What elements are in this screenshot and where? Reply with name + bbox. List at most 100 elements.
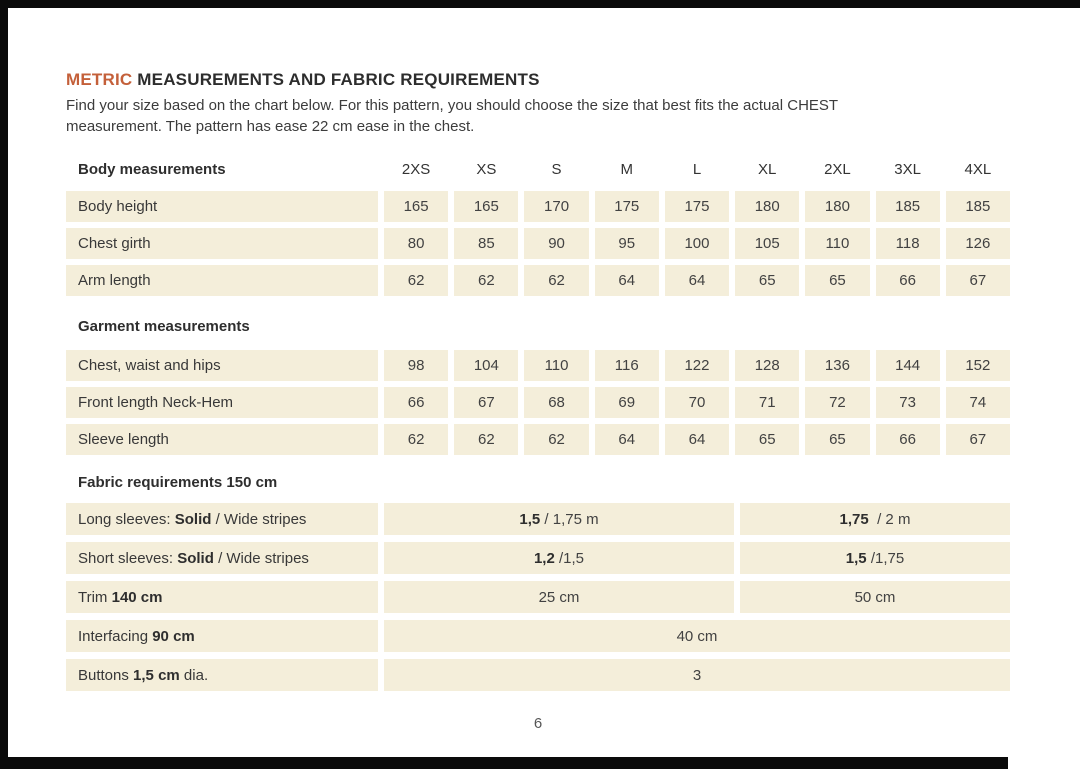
value-cell: 165 — [454, 191, 519, 222]
row-label: Body height — [66, 191, 378, 222]
section-header-body: Body measurements — [78, 160, 226, 178]
value-cell: 65 — [805, 424, 870, 455]
intro-paragraph: Find your size based on the chart below.… — [66, 95, 838, 137]
value-cell: 152 — [945, 350, 1010, 381]
value-cell: 95 — [594, 228, 659, 259]
value-cell: 62 — [454, 424, 519, 455]
table-row: Arm length 62 62 62 64 64 65 65 66 67 — [66, 265, 1010, 296]
intro-line-1: Find your size based on the chart below.… — [66, 97, 839, 114]
value-cell: 110 — [524, 350, 589, 381]
value-cell: 64 — [664, 424, 730, 455]
value-cell: 110 — [805, 228, 870, 259]
value-cell: 62 — [454, 265, 519, 296]
measurements-table: Body measurements 2XS XS S M L XL 2XL 3XL 4XL Bo… — [66, 155, 1010, 698]
value-cell: 170 — [524, 191, 589, 222]
value-cell: 105 — [735, 228, 800, 259]
size-column-header: XL — [758, 160, 777, 178]
value-cell: 66 — [875, 265, 940, 296]
value-cell: 1,2 /1,5 — [384, 542, 734, 574]
value-cell: 185 — [875, 191, 940, 222]
table-row-interfacing: Interfacing 90 cm 40 cm — [66, 620, 1010, 652]
value-cell: 90 — [524, 228, 589, 259]
value-cell: 40 cm — [384, 620, 1010, 652]
value-cell: 50 cm — [740, 581, 1010, 613]
body-measurements-rows: Body height 165 165 170 175 175 180 180 185 185 Ch… — [66, 191, 1010, 296]
page-number: 6 — [533, 715, 543, 732]
value-cell: 116 — [594, 350, 659, 381]
size-column-header: 2XS — [401, 160, 431, 178]
value-cell: 66 — [384, 387, 449, 418]
row-label: Trim 140 cm — [66, 581, 378, 613]
value-cell: 180 — [735, 191, 800, 222]
value-cell: 1,5 / 1,75 m — [384, 503, 734, 535]
value-cell: 72 — [805, 387, 870, 418]
value-cell: 70 — [664, 387, 730, 418]
value-cell: 64 — [594, 424, 659, 455]
value-cell: 104 — [454, 350, 519, 381]
value-cell: 62 — [384, 265, 449, 296]
value-cell: 136 — [805, 350, 870, 381]
value-cell: 80 — [384, 228, 449, 259]
value-cell: 25 cm — [384, 581, 734, 613]
value-cell: 71 — [735, 387, 800, 418]
size-column-header: 2XL — [824, 160, 851, 178]
value-cell: 175 — [664, 191, 730, 222]
value-cell: 67 — [945, 424, 1010, 455]
size-column-header: 3XL — [894, 160, 921, 178]
row-label: Short sleeves: Solid / Wide stripes — [66, 542, 378, 574]
value-cell: 100 — [664, 228, 730, 259]
section-header-garment: Garment measurements — [78, 317, 250, 335]
value-cell: 69 — [594, 387, 659, 418]
value-cell: 122 — [664, 350, 730, 381]
value-cell: 185 — [945, 191, 1010, 222]
value-cell: 175 — [594, 191, 659, 222]
value-cell: 73 — [875, 387, 940, 418]
size-column-header: S — [551, 160, 562, 178]
row-label: Interfacing 90 cm — [66, 620, 378, 652]
value-cell: 118 — [875, 228, 940, 259]
page-title-accent: METRIC — [66, 70, 133, 89]
size-header-row: Body measurements 2XS XS S M L XL 2XL 3XL 4XL — [66, 155, 1010, 183]
value-cell: 62 — [524, 265, 589, 296]
value-cell: 64 — [664, 265, 730, 296]
value-cell: 66 — [875, 424, 940, 455]
value-cell: 65 — [735, 424, 800, 455]
table-row: Sleeve length 62 62 62 64 64 65 65 66 67 — [66, 424, 1010, 455]
table-row: Front length Neck-Hem 66 67 68 69 70 71 72 73 74 — [66, 387, 1010, 418]
size-column-header: L — [692, 160, 702, 178]
table-row-long-sleeves: Long sleeves: Solid / Wide stripes 1,5 /… — [66, 503, 1010, 535]
value-cell: 98 — [384, 350, 449, 381]
value-cell: 67 — [454, 387, 519, 418]
value-cell: 165 — [384, 191, 449, 222]
table-row: Body height 165 165 170 175 175 180 180 185 185 — [66, 191, 1010, 222]
scan-edge-bottom — [0, 757, 1008, 769]
value-cell: 65 — [735, 265, 800, 296]
value-cell: 62 — [524, 424, 589, 455]
value-cell: 74 — [945, 387, 1010, 418]
row-label: Buttons 1,5 cm dia. — [66, 659, 378, 691]
row-label: Sleeve length — [66, 424, 378, 455]
row-label: Arm length — [66, 265, 378, 296]
table-row-buttons: Buttons 1,5 cm dia. 3 — [66, 659, 1010, 691]
value-cell: 1,5 /1,75 — [740, 542, 1010, 574]
row-label: Chest girth — [66, 228, 378, 259]
value-cell: 64 — [594, 265, 659, 296]
page-title: METRIC MEASUREMENTS AND FABRIC REQUIREME… — [66, 70, 540, 90]
value-cell: 128 — [735, 350, 800, 381]
value-cell: 1,75 / 2 m — [740, 503, 1010, 535]
table-row: Chest girth 80 85 90 95 100 105 110 118 126 — [66, 228, 1010, 259]
row-label: Front length Neck-Hem — [66, 387, 378, 418]
value-cell: 3 — [384, 659, 1010, 691]
intro-line-2: measurement. The pattern has ease 22 cm … — [66, 118, 475, 135]
scan-edge-top — [0, 0, 1080, 8]
value-cell: 180 — [805, 191, 870, 222]
row-label: Chest, waist and hips — [66, 350, 378, 381]
garment-measurements-rows: Chest, waist and hips 98 104 110 116 122 128 13… — [66, 350, 1010, 455]
value-cell: 126 — [945, 228, 1010, 259]
value-cell: 85 — [454, 228, 519, 259]
table-row: Chest, waist and hips 98 104 110 116 122 128 13… — [66, 350, 1010, 381]
size-column-header: 4XL — [964, 160, 992, 178]
value-cell: 144 — [875, 350, 940, 381]
size-column-header: M — [620, 160, 634, 178]
